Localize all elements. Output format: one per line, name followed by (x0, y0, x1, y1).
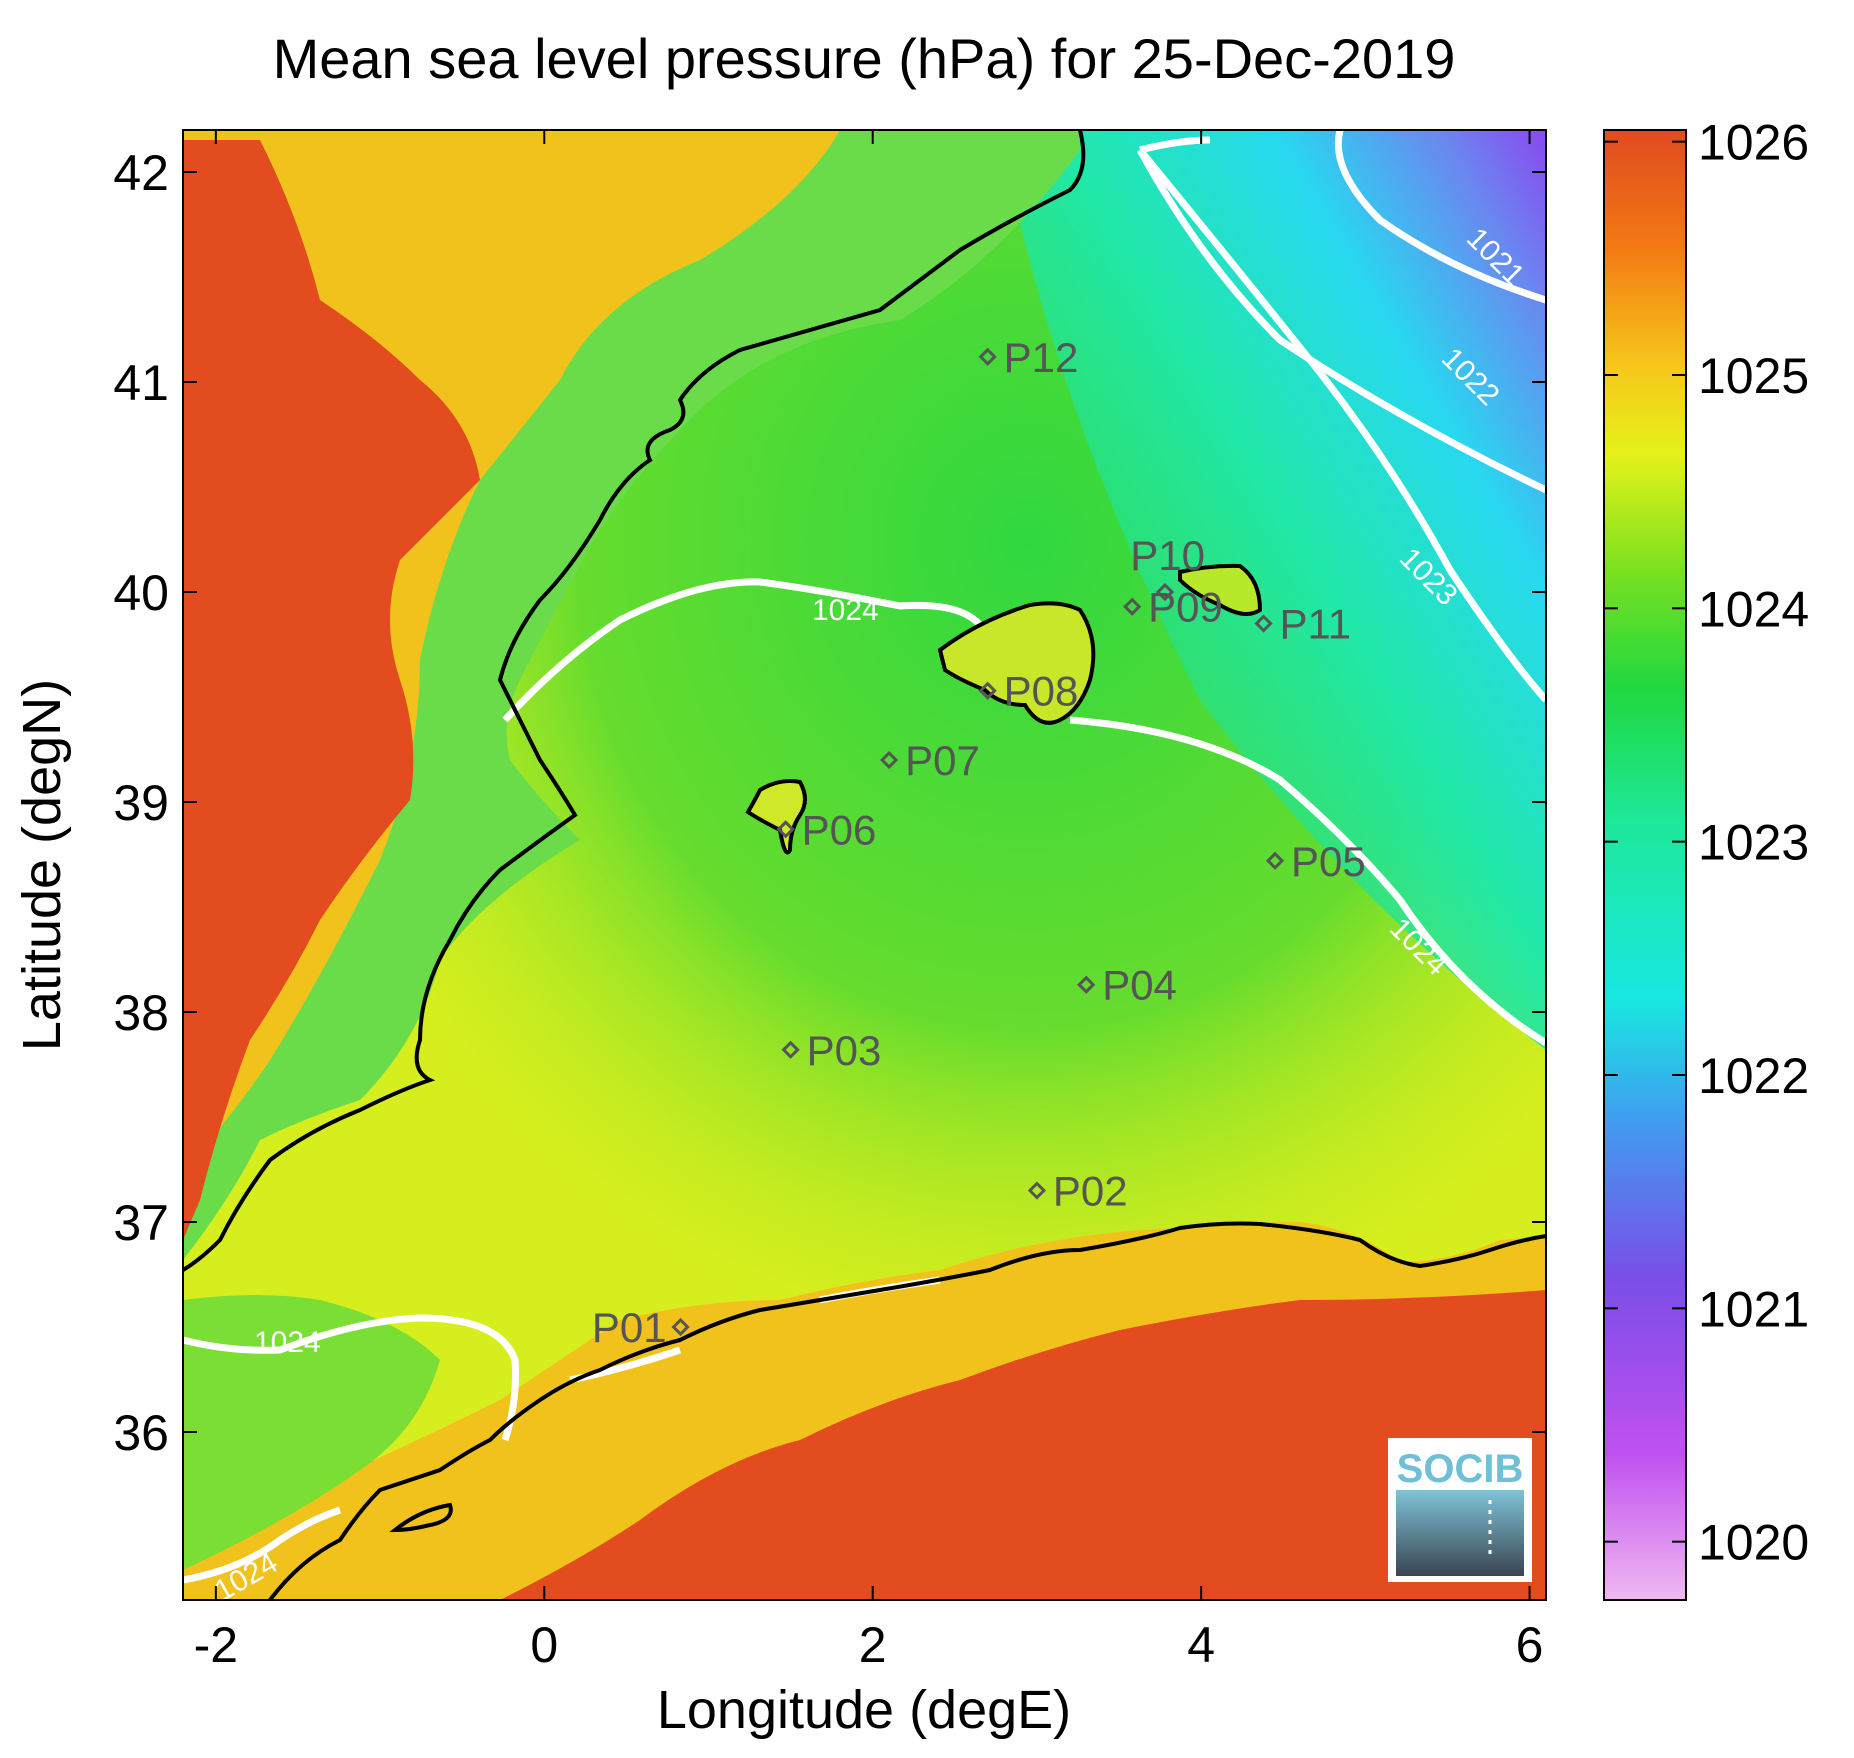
station-label: P04 (1102, 962, 1177, 1009)
station-marker (1265, 851, 1285, 870)
colorbar-tick-label: 1022 (1698, 1048, 1809, 1104)
colorbar-tick-label: 1025 (1698, 348, 1809, 404)
y-tick-label: 40 (113, 565, 169, 621)
station-marker (671, 1317, 690, 1337)
station-marker (880, 750, 899, 770)
station-label: P06 (802, 806, 877, 853)
y-tick-label: 42 (113, 145, 169, 201)
island-mallorca (937, 601, 1096, 725)
station-label: P09 (1148, 584, 1223, 631)
x-tick-label: 2 (859, 1617, 887, 1673)
x-axis-label: Longitude (degE) (657, 1680, 1071, 1740)
station-points: P01 P02 P03 P04 P05 P06 P07 P08 P09 P10 P11 P12 (592, 334, 1366, 1351)
x-tick-label: 4 (1187, 1617, 1215, 1673)
station-label: P01 (592, 1304, 667, 1351)
contour-label: 1024 (812, 594, 879, 627)
station-label: P07 (905, 737, 980, 784)
island-menorca (1178, 563, 1263, 616)
station-marker (978, 681, 997, 700)
colorbar-tick-label: 1023 (1698, 815, 1809, 871)
station-label: P03 (807, 1027, 882, 1074)
station-label: P12 (1004, 334, 1079, 381)
coastline-alboran (389, 1502, 453, 1533)
coastline-africa (268, 1221, 1546, 1600)
map-title: Mean sea level pressure (hPa) for 25-Dec… (273, 27, 1456, 90)
x-tick-label: 0 (530, 1617, 558, 1673)
colorbar: 1020 1021 1022 1023 1024 1025 1026 (1603, 115, 1809, 1601)
colorbar-gradient (1603, 129, 1687, 1601)
x-axis: -2 0 2 4 6 (194, 130, 1544, 1673)
station-marker (978, 347, 997, 366)
contour-1023 (1137, 147, 1546, 703)
x-tick-label: 6 (1516, 1617, 1544, 1673)
colorbar-tick-label: 1020 (1698, 1515, 1809, 1571)
station-label: P11 (1280, 601, 1352, 648)
y-tick-label: 38 (113, 985, 169, 1041)
contour-1021 (1334, 130, 1546, 304)
station-marker (1254, 614, 1273, 633)
y-axis: 36 37 38 39 40 41 42 (113, 145, 1546, 1461)
colorbar-tick-label: 1026 (1698, 115, 1809, 171)
station-label: P05 (1291, 838, 1366, 885)
station-marker (1077, 975, 1096, 994)
socib-logo: SOCIB (1388, 1438, 1532, 1582)
y-tick-label: 37 (113, 1195, 169, 1251)
coastline-iberia (183, 130, 1086, 1272)
station-marker (781, 1040, 800, 1059)
station-label: P10 (1130, 532, 1205, 579)
island-ibiza (745, 779, 807, 855)
map-frame (182, 129, 1547, 1601)
contour-1024-sw (183, 1506, 342, 1584)
station-label: P08 (1004, 668, 1079, 715)
y-tick-label: 36 (113, 1405, 169, 1461)
station-marker (1123, 597, 1142, 616)
station-marker (1155, 582, 1175, 602)
x-tick-label: -2 (194, 1617, 238, 1673)
colorbar-tick-label: 1021 (1698, 1281, 1809, 1337)
pressure-map (183, 130, 1546, 1600)
colorbar-tick-label: 1024 (1698, 581, 1809, 637)
y-axis-label: Latitude (degN) (12, 679, 72, 1051)
station-marker (776, 820, 795, 839)
contour-label: 1024 (254, 1326, 321, 1359)
station-label: P02 (1053, 1168, 1128, 1215)
y-tick-label: 41 (113, 355, 169, 411)
logo-text: SOCIB (1397, 1447, 1524, 1491)
contour-1022 (1136, 136, 1546, 494)
y-tick-label: 39 (113, 775, 169, 831)
station-marker (1027, 1181, 1047, 1200)
contour-1024-north (502, 578, 1546, 1046)
